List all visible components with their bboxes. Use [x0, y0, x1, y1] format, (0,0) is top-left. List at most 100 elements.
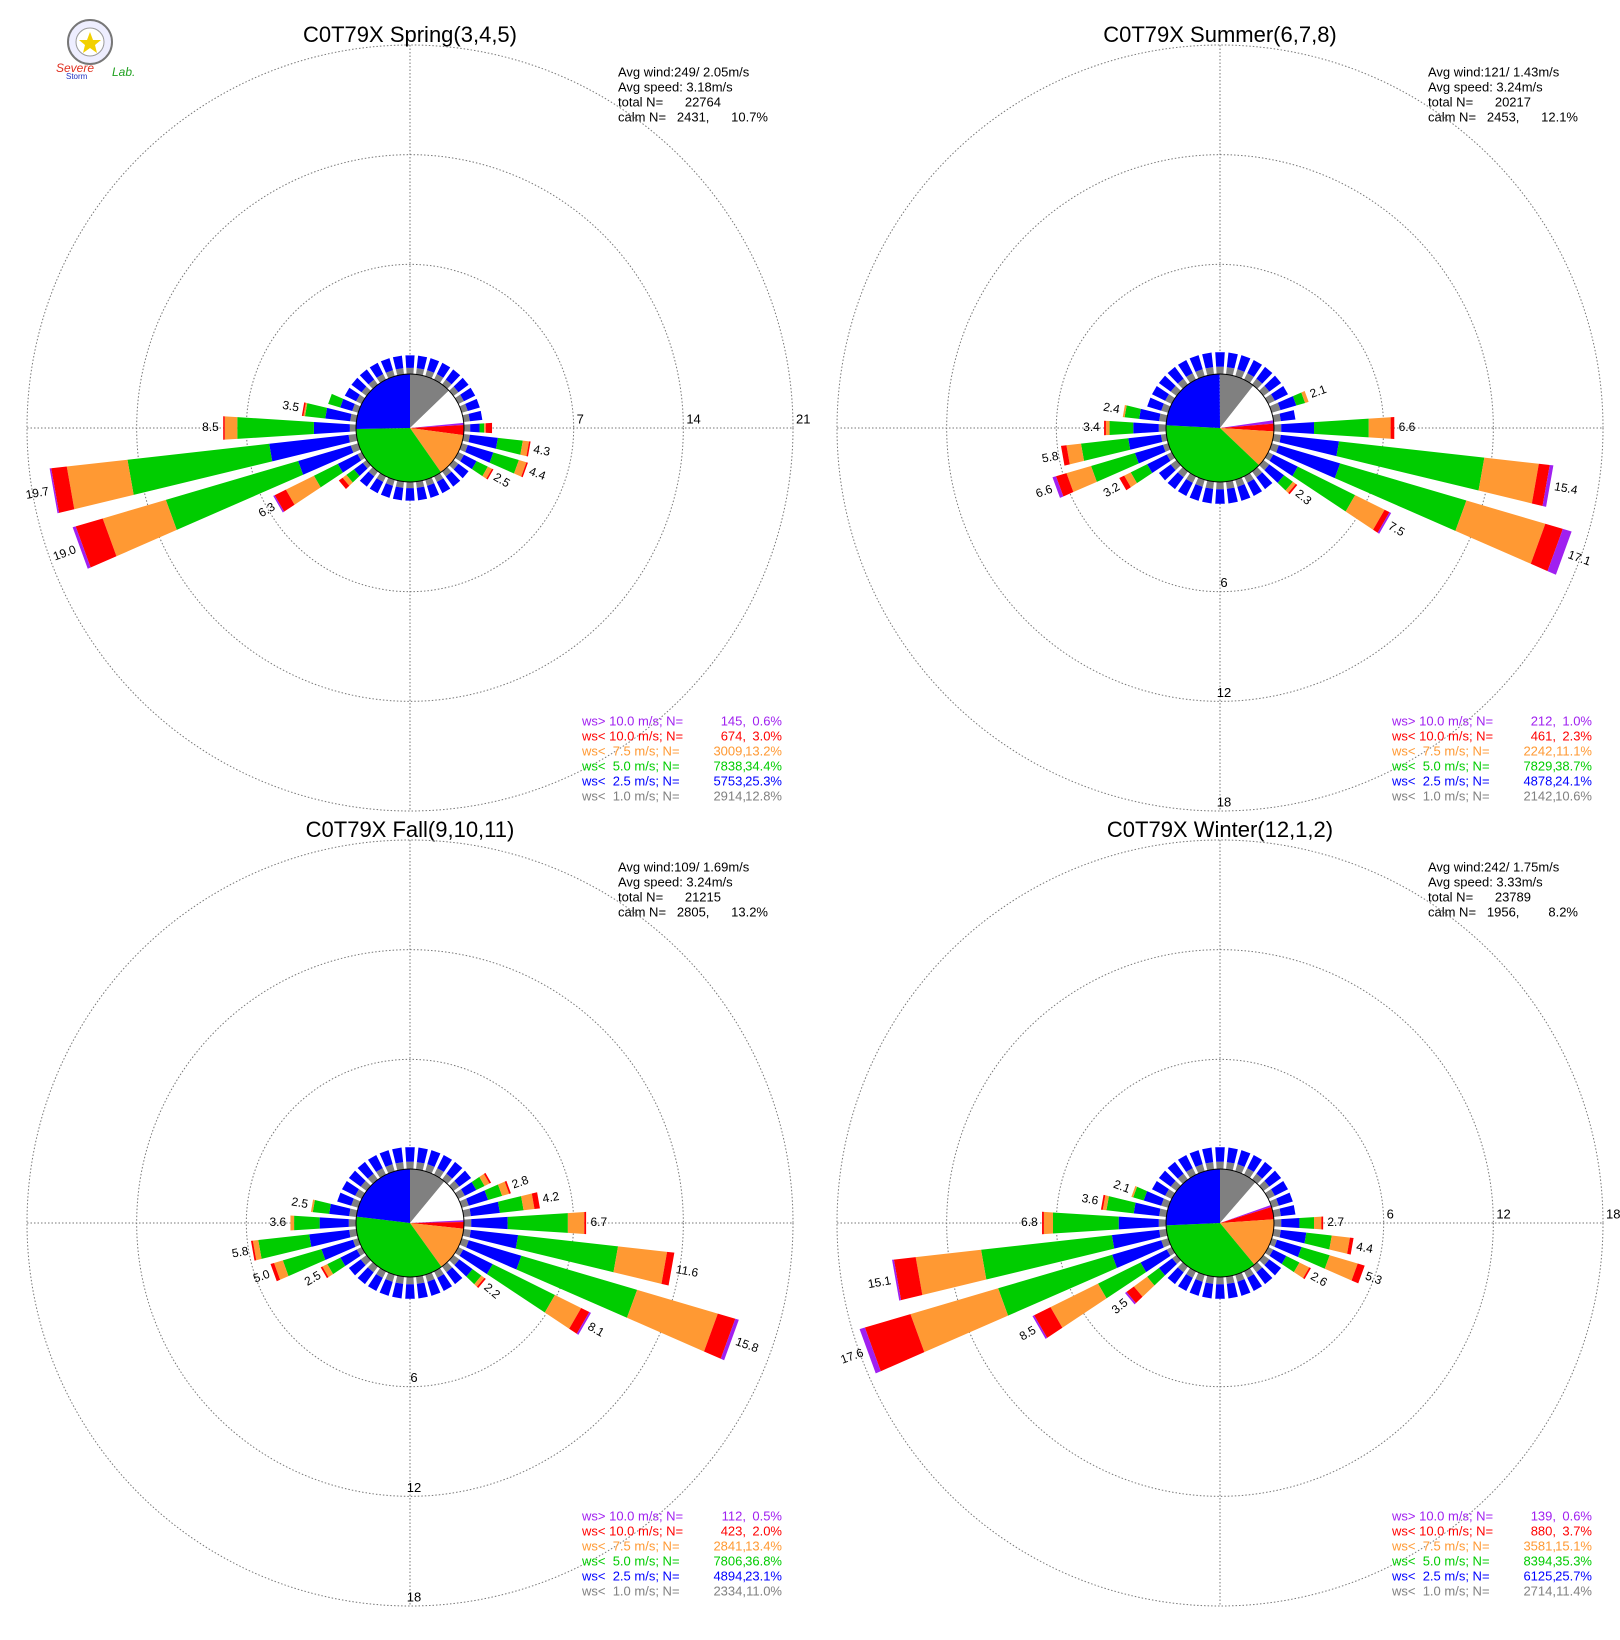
- spoke-segment: [1147, 1268, 1166, 1286]
- spoke-segment: [406, 367, 414, 375]
- spoke-segment: [75, 518, 117, 568]
- spoke-segment: [915, 1249, 987, 1296]
- spoke-segment: [1321, 1216, 1324, 1230]
- spoke-segment: [1216, 1276, 1224, 1285]
- spoke-segment: [516, 1255, 638, 1318]
- spoke-segment: [466, 1240, 522, 1270]
- spoke-segment: [576, 1312, 591, 1335]
- spoke-segment: [356, 1247, 366, 1256]
- spoke-segment: [385, 1272, 395, 1282]
- spoke-segment: [395, 1162, 404, 1171]
- spoke-segment: [1055, 473, 1074, 497]
- spoke-segment: [1139, 408, 1161, 422]
- spoke-segment: [704, 1313, 736, 1359]
- spoke-segment: [471, 1216, 508, 1230]
- spoke-segment: [864, 1314, 925, 1372]
- pie-slice: [410, 428, 464, 473]
- pie-slice: [1220, 1206, 1274, 1223]
- legend-pct: 38.7%: [1555, 758, 1592, 773]
- spoke-segment: [1133, 1276, 1155, 1297]
- spoke-segment: [459, 1198, 469, 1208]
- spoke-segment: [1134, 444, 1166, 464]
- spoke-segment: [395, 368, 404, 376]
- spoke-segment: [1272, 1229, 1281, 1238]
- spoke-segment: [224, 416, 238, 440]
- legend-count: 3581,: [1523, 1538, 1556, 1553]
- spoke-segment: [1158, 424, 1167, 432]
- legend-count: 112,: [722, 1508, 746, 1523]
- spoke-segment: [981, 1235, 1115, 1280]
- spoke-segment: [380, 483, 393, 498]
- spoke-segment: [359, 471, 375, 487]
- spoke-segment: [1279, 1229, 1307, 1244]
- spoke-segment: [1105, 420, 1110, 436]
- spoke-segment: [369, 362, 384, 378]
- spoke-segment: [1177, 1274, 1193, 1292]
- pie-slice: [1166, 425, 1260, 482]
- spoke-segment: [223, 416, 225, 440]
- spoke-segment: [498, 1181, 510, 1196]
- spoke-segment: [859, 1327, 881, 1374]
- spoke-segment: [661, 1251, 675, 1286]
- spoke-segment: [368, 467, 378, 477]
- spoke-segment: [1195, 1164, 1205, 1174]
- spoke-segment: [1276, 445, 1341, 479]
- legend-pct: 12.8%: [745, 788, 782, 803]
- pie-slice: [355, 1216, 442, 1277]
- spoke-segment: [1269, 454, 1298, 477]
- spoke-segment: [1264, 1247, 1274, 1256]
- spoke-segment: [498, 1196, 524, 1213]
- pie-slice: [356, 428, 441, 483]
- spoke-segment: [1133, 422, 1159, 434]
- spoke-segment: [1124, 472, 1137, 488]
- spoke-segment: [252, 1240, 262, 1261]
- spoke-segment: [359, 369, 375, 385]
- pie-slice: [1220, 428, 1274, 466]
- spoke-segment: [479, 1173, 490, 1186]
- spoke-label: 5.0: [251, 1267, 272, 1286]
- spoke-segment: [367, 1274, 383, 1292]
- ring-label: 6: [1387, 1206, 1394, 1221]
- spoke-label: 17.6: [839, 1345, 866, 1366]
- legend-label: ws< 7.5 m/s; N=: [1391, 1538, 1490, 1553]
- spoke-label: 5.3: [1363, 1269, 1384, 1288]
- legend-pct: 0.6%: [752, 713, 782, 728]
- legend-label: ws< 10.0 m/s; N=: [1391, 1523, 1493, 1538]
- spoke-segment: [584, 1211, 587, 1235]
- spoke-segment: [1329, 1235, 1350, 1254]
- spoke-segment: [427, 1150, 441, 1167]
- spoke-segment: [1195, 477, 1205, 487]
- spoke-segment: [348, 1219, 357, 1227]
- stat-line: Avg speed: 3.33m/s: [1428, 874, 1543, 889]
- spoke-segment: [1237, 1150, 1251, 1167]
- spoke-segment: [367, 1154, 383, 1172]
- logo-star: [79, 32, 101, 53]
- spoke-segment: [489, 452, 519, 474]
- spoke-segment: [1216, 366, 1224, 375]
- spoke-segment: [1158, 1219, 1167, 1227]
- spoke-segment: [466, 1269, 482, 1285]
- spoke-segment: [1279, 434, 1340, 457]
- spoke-segment: [353, 462, 368, 477]
- stat-line: calm N= 2431,: [618, 109, 709, 124]
- pie-slice: [1220, 374, 1254, 428]
- wind-rose-panel: C0T79X Summer(6,7,8) 6.6 15.4 17.1 7.5 2.3 2.1…: [836, 22, 1604, 812]
- spoke-segment: [1202, 352, 1214, 369]
- spoke-segment: [392, 1147, 404, 1164]
- legend-label: ws> 10.0 m/s; N=: [1391, 713, 1493, 728]
- ring-label: 18: [1606, 1206, 1620, 1221]
- pie-slice: [1166, 374, 1220, 428]
- spoke-segment: [361, 386, 371, 396]
- spoke-label: 2.7: [1327, 1215, 1344, 1229]
- spoke-segment: [1205, 480, 1214, 489]
- spoke-segment: [337, 454, 362, 473]
- legend-pct: 36.8%: [745, 1553, 782, 1568]
- spoke-segment: [626, 1289, 718, 1352]
- spoke-segment: [1336, 441, 1485, 491]
- spoke-segment: [250, 1240, 257, 1261]
- spoke-segment: [1080, 438, 1131, 461]
- spoke-segment: [1351, 1263, 1365, 1284]
- legend-label: ws> 10.0 m/s; N=: [1391, 1508, 1493, 1523]
- spoke-segment: [1226, 480, 1235, 489]
- legend-label: ws< 5.0 m/s; N=: [581, 758, 680, 773]
